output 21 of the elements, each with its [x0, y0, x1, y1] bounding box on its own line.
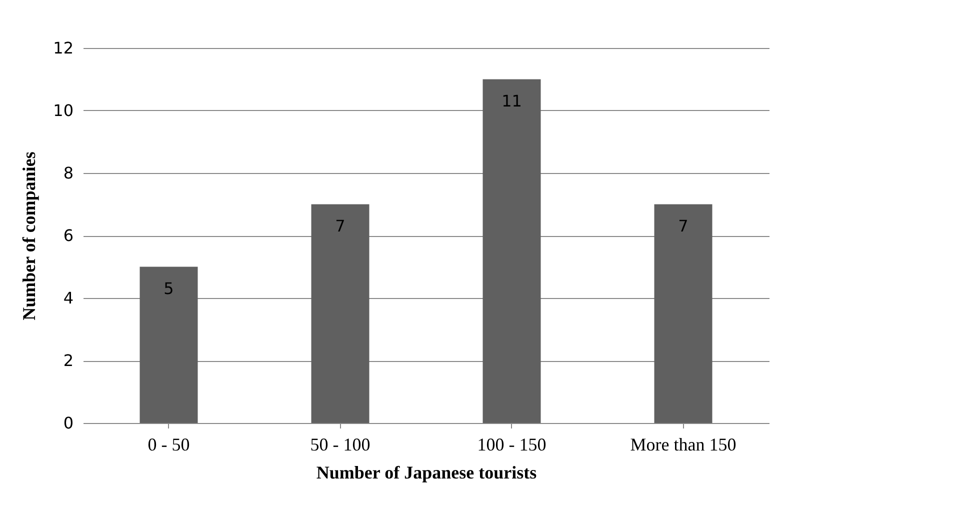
y-tick-label: 10 — [53, 101, 74, 120]
data-label: 11 — [502, 91, 522, 110]
x-axis-title: Number of Japanese tourists — [316, 462, 537, 482]
y-tick-label: 8 — [63, 164, 74, 182]
y-tick-label: 12 — [53, 38, 74, 58]
data-label: 7 — [678, 216, 688, 236]
x-tick-label: 50 - 100 — [310, 434, 370, 454]
bar — [654, 204, 712, 423]
y-tick-label: 4 — [63, 288, 74, 308]
y-axis-title: Number of companies — [19, 152, 40, 320]
data-label: 5 — [164, 278, 174, 298]
bar — [311, 204, 370, 423]
bar — [140, 266, 198, 423]
x-tick-label: 0 - 50 — [148, 434, 190, 454]
x-tick-label: More than 150 — [630, 434, 736, 454]
y-tick-label: 0 — [63, 414, 74, 432]
x-tick-label: 100 - 150 — [477, 434, 546, 454]
y-tick-label: 6 — [63, 226, 74, 245]
data-label: 7 — [335, 216, 346, 236]
y-tick-label: 2 — [63, 351, 74, 370]
bar — [482, 79, 541, 423]
